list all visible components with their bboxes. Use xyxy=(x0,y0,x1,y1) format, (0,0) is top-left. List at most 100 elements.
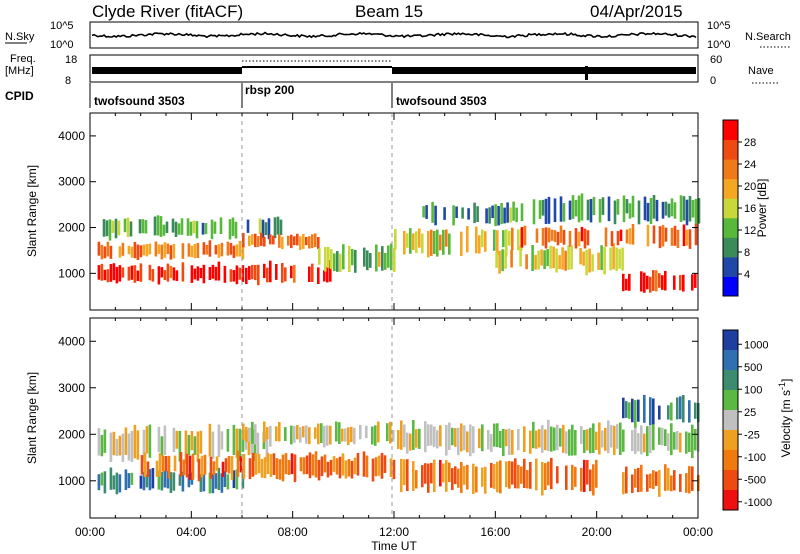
velocity-cell-4-40 xyxy=(538,429,541,448)
velocity-cell-6-2 xyxy=(631,474,634,493)
power-cell-1-13 xyxy=(145,244,149,257)
power-cell-9-14 xyxy=(580,226,584,242)
velocity-cell-4-70 xyxy=(637,433,640,452)
velocity-cell-5-15 xyxy=(454,466,457,485)
velocity-cell-5-14 xyxy=(451,468,454,491)
power-cell-0-14 xyxy=(148,264,152,281)
power-cell-6-22 xyxy=(493,229,496,251)
velocity-cell-4-53 xyxy=(580,426,583,444)
power-cell-8-7 xyxy=(531,245,534,271)
power-cell-6-13 xyxy=(442,229,445,255)
velocity-cell-1-30 xyxy=(217,424,221,458)
power-cell-4-6 xyxy=(263,236,266,247)
power-cell-2-25 xyxy=(201,222,205,235)
power-cell-2-31 xyxy=(231,217,235,236)
velocity-cell-4-33 xyxy=(508,428,511,455)
cpid-segment-2: rbsp 200 xyxy=(245,83,295,97)
power-cell-9-21 xyxy=(625,229,629,244)
power-cell-1-6 xyxy=(121,242,125,256)
velocity-cell-0-25 xyxy=(199,474,203,492)
frequency-frame xyxy=(89,54,699,83)
freq-tick-bottom: 8 xyxy=(65,75,71,87)
power-cell-4-11 xyxy=(287,235,290,246)
velocity-cell-1-38 xyxy=(247,429,251,456)
velocity-xtick-label-0: 00:00 xyxy=(75,525,105,539)
velocity-cell-1-20 xyxy=(175,430,179,449)
velocity-xtick-label-4: 16:00 xyxy=(480,525,510,539)
power-cell-3-0 xyxy=(245,267,248,284)
velocity-cell-7-1 xyxy=(625,401,628,418)
power-cell-2-28 xyxy=(213,221,217,234)
velocity-cell-2-19 xyxy=(215,456,219,471)
velocity-cell-1-0 xyxy=(97,428,101,456)
velocity-cell-2-45 xyxy=(305,455,309,475)
power-cell-6-16 xyxy=(460,231,463,256)
velocity-colorbar-swatch-7 xyxy=(723,470,738,491)
velocity-cell-4-67 xyxy=(622,429,625,452)
velocity-cell-4-47 xyxy=(559,428,562,447)
power-cell-0-36 xyxy=(235,265,239,285)
power-cell-3-15 xyxy=(317,267,320,284)
velocity-cell-1-19 xyxy=(172,427,176,452)
power-cell-9-16 xyxy=(586,230,590,246)
power-cell-2-12 xyxy=(153,216,157,236)
power-cell-0-24 xyxy=(190,265,194,283)
power-cell-10-25 xyxy=(631,195,635,218)
velocity-cell-3-18 xyxy=(314,427,317,439)
power-cell-2-36 xyxy=(264,222,268,236)
velocity-cell-0-7 xyxy=(124,469,128,490)
power-colorbar-swatch-0 xyxy=(723,276,738,297)
velocity-colorbar-ticks: 1000 500 100 25 -25 -100 -500 -1000 xyxy=(738,339,772,509)
power-cell-11-6 xyxy=(649,276,652,293)
velocity-cell-4-71 xyxy=(640,425,643,455)
power-cell-8-13 xyxy=(549,245,552,269)
power-cell-0-8 xyxy=(121,267,125,278)
power-cell-6-20 xyxy=(481,229,484,248)
power-cell-10-18 xyxy=(601,197,605,215)
velocity-cell-2-66 xyxy=(374,457,378,477)
power-cell-4-19 xyxy=(311,234,314,249)
velocity-cell-4-24 xyxy=(478,428,481,449)
power-cell-0-17 xyxy=(160,267,164,278)
power-cell-1-17 xyxy=(160,244,164,260)
velocity-cell-2-69 xyxy=(383,455,387,473)
velocity-cell-0-34 xyxy=(232,470,236,488)
velocity-cell-2-7 xyxy=(167,455,171,479)
power-cell-10-31 xyxy=(655,199,659,222)
velocity-cell-4-39 xyxy=(535,430,538,449)
velocity-cell-4-8 xyxy=(424,421,427,453)
velocity-cell-1-16 xyxy=(157,426,161,453)
velocity-cell-2-32 xyxy=(263,457,267,479)
power-cell-4-1 xyxy=(248,235,251,247)
power-cell-0-5 xyxy=(112,263,116,281)
velocity-colorbar-tick-label-1: 500 xyxy=(744,362,762,374)
power-cell-2-19 xyxy=(177,223,181,235)
power-cell-8-28 xyxy=(603,247,606,275)
velocity-cell-3-17 xyxy=(308,427,311,445)
velocity-cell-1-33 xyxy=(232,424,236,455)
freq-band-seg3 xyxy=(392,67,696,74)
velocity-cell-5-34 xyxy=(523,458,526,488)
velocity-cell-3-28 xyxy=(347,427,350,446)
power-cell-10-13 xyxy=(580,193,584,221)
velocity-cell-4-59 xyxy=(598,422,601,455)
velocity-cell-7-9 xyxy=(658,405,661,420)
velocity-cell-3-36 xyxy=(386,423,389,442)
power-cell-9-35 xyxy=(694,223,698,246)
velocity-cell-2-14 xyxy=(197,458,201,482)
velocity-cell-2-0 xyxy=(140,455,144,475)
velocity-cell-3-26 xyxy=(341,428,344,442)
power-cell-2-20 xyxy=(180,218,184,235)
velocity-cell-4-69 xyxy=(634,421,637,454)
power-x-ticks xyxy=(89,113,699,310)
power-cell-1-22 xyxy=(181,243,185,259)
velocity-cell-6-6 xyxy=(646,474,649,492)
velocity-cell-4-68 xyxy=(631,430,634,452)
power-cell-10-2 xyxy=(538,200,542,219)
power-cell-8-30 xyxy=(612,243,615,270)
power-cell-2-27 xyxy=(210,219,214,240)
power-cell-10-11 xyxy=(574,199,578,217)
power-cell-0-9 xyxy=(127,266,131,281)
velocity-cell-7-5 xyxy=(637,399,640,422)
power-cell-7-4 xyxy=(443,207,446,220)
